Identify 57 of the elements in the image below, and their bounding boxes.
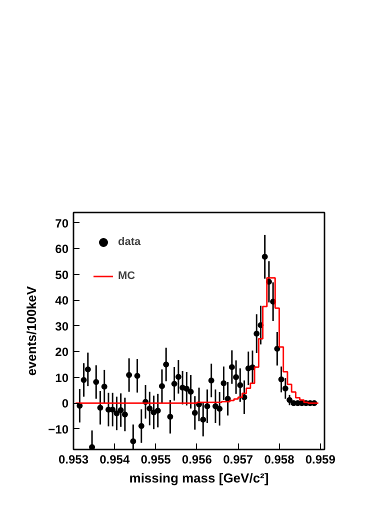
y-tick-label: 0 [62,396,69,411]
point [233,374,240,380]
point [146,406,153,412]
point [89,444,96,450]
point [228,364,235,370]
x-tick-label: 0.953 [58,452,89,466]
point [286,397,293,404]
x-tick-label: 0.959 [305,452,336,466]
y-tick-label: 40 [55,294,69,308]
point [282,385,288,392]
x-tick-label: 0.954 [100,452,130,466]
point [192,410,198,416]
y-tick-label: 10 [55,370,69,385]
point [80,376,87,383]
legend-label: data [118,236,141,248]
y-axis-title: events/100keV [24,286,40,376]
point [130,438,136,444]
point [171,380,178,387]
point [208,377,214,384]
y-tick-label: 50 [55,268,69,282]
point [184,386,190,392]
point [84,366,91,372]
legend-label: MC [118,270,136,282]
x-tick-label: 0.957 [223,452,254,466]
point [93,379,100,385]
point [114,410,120,416]
point [200,416,206,423]
y-tick-label: 20 [55,345,69,360]
point [188,388,194,395]
point [122,411,128,418]
point [237,382,244,388]
point [97,404,104,411]
point [216,406,223,412]
point [175,374,182,380]
y-tick-label: 60 [55,242,69,256]
point [163,361,170,368]
point [254,330,260,337]
point [101,384,108,390]
point [220,380,227,386]
y-tick-label: 30 [55,319,69,334]
point [154,408,161,414]
point [167,414,174,420]
point [158,383,165,390]
point [134,372,140,379]
x-axis-title: missing mass [GeV/c²] [129,470,269,486]
x-tick-label: 0.955 [140,452,172,466]
point [126,372,132,378]
y-tick-label: 70 [55,216,69,230]
x-tick-label: 0.956 [182,452,212,466]
point [118,407,124,414]
y-tick-label: −10 [48,422,69,436]
point [204,403,210,410]
point [278,376,284,382]
point [274,346,280,352]
point [262,254,268,260]
point [138,423,144,430]
x-tick-label: 0.958 [264,452,295,466]
